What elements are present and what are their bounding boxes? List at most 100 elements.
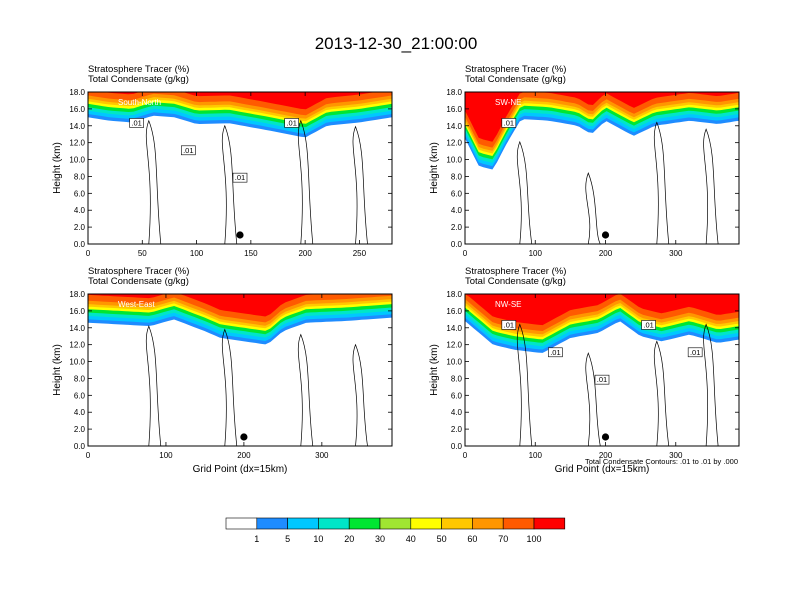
tracer-field [465,92,739,244]
contour-note: Total Condensate Contours: .01 to .01 by… [585,457,738,466]
contour-label: .01 [504,118,514,127]
y-tick-label: 12.0 [69,139,85,148]
colorbar-swatch [225,517,258,530]
panel-name: South-North [118,98,161,107]
panel-south-north: Stratosphere Tracer (%)Total Condensate … [52,64,393,258]
tracer-field [88,92,392,244]
panel-sw-ne: Stratosphere Tracer (%)Total Condensate … [429,64,740,258]
condensate-contour [352,343,368,446]
contour-label: .01 [597,375,607,384]
colorbar-label: 60 [467,534,477,544]
y-tick-label: 12.0 [69,341,85,350]
colorbar-label: 70 [498,534,508,544]
y-tick-label: 16.0 [69,105,85,114]
panel-header-line: Stratosphere Tracer (%) [88,266,189,277]
panel-name: SW-NE [495,98,522,107]
y-tick-label: 0.0 [74,442,86,451]
contour-label-box [232,172,248,183]
condensate-contours [516,323,719,446]
tracer-layer-100 [88,92,392,110]
y-tick-label: 2.0 [451,425,463,434]
colorbar-swatch [379,517,412,530]
condensate-contour [145,325,162,446]
condensate-contour [703,323,719,446]
panel-header-line: Stratosphere Tracer (%) [465,64,566,75]
x-tick-label: 0 [463,249,468,258]
panel-header-line: Stratosphere Tracer (%) [465,266,566,277]
contour-label-box [501,320,517,330]
y-tick-label: 4.0 [451,408,463,417]
y-tick-label: 6.0 [451,189,463,198]
contour-label: .01 [131,118,141,127]
x-axis-label: Grid Point (dx=15km) [555,464,650,475]
y-tick-label: 0.0 [451,442,463,451]
y-tick-label: 18.0 [446,88,462,97]
y-tick-label: 14.0 [446,324,462,333]
panel-header-line: Total Condensate (g/kg) [465,74,566,85]
y-tick-label: 18.0 [446,290,462,299]
y-axis-label: Height (km) [52,344,63,396]
colorbar-swatch [410,517,442,530]
contour-label: .01 [286,118,296,127]
y-tick-label: 2.0 [74,223,86,232]
plot-frame [464,91,740,245]
x-tick-label: 100 [529,249,543,258]
plot-frame [87,91,393,245]
x-tick-label: 300 [669,451,683,460]
plot-frame [464,293,740,447]
x-tick-label: 300 [315,451,329,460]
x-tick-label: 250 [353,249,367,258]
y-tick-label: 4.0 [74,206,86,215]
y-tick-label: 10.0 [69,358,85,367]
y-tick-label: 10.0 [446,358,462,367]
contour-label: .01 [550,348,560,357]
colorbar-label: 30 [375,534,385,544]
colorbar-swatch [256,517,288,530]
location-marker [601,433,610,441]
tracer-field [465,294,739,446]
condensate-contour [585,172,601,244]
y-tick-label: 8.0 [74,374,86,383]
panel-header-line: Total Condensate (g/kg) [465,276,566,287]
condensate-contours [145,119,368,244]
y-tick-label: 10.0 [446,156,462,165]
contour-label-box [501,118,517,128]
colorbar: 1 5 10 20 30 40 50 60 70 100 [225,517,566,544]
condensate-contour [653,121,670,244]
y-tick-label: 6.0 [451,391,463,400]
panel-west-east: Stratosphere Tracer (%)Total Condensate … [52,266,393,475]
tracer-layer-100 [88,294,392,317]
y-tick-label: 16.0 [446,307,462,316]
y-tick-label: 14.0 [69,324,85,333]
condensate-contour [221,124,238,244]
x-tick-label: 100 [529,451,543,460]
y-tick-label: 2.0 [74,425,86,434]
y-axis-label: Height (km) [52,142,63,194]
y-tick-label: 4.0 [451,206,463,215]
y-axis-label: Height (km) [429,142,440,194]
colorbar-swatch [441,517,473,530]
contour-label-box [284,118,299,128]
y-tick-label: 18.0 [69,88,85,97]
condensate-contours [145,325,368,446]
y-tick-label: 12.0 [446,139,462,148]
condensate-contour [221,328,238,446]
y-tick-label: 0.0 [451,240,463,249]
condensate-contour [352,125,368,244]
tracer-layer-50 [465,92,739,154]
y-axis-label: Height (km) [429,344,440,396]
y-tick-label: 18.0 [69,290,85,299]
colorbar-label: 100 [526,534,541,544]
condensate-contour [516,323,533,446]
figure-title: 2013-12-30_21:00:00 [315,34,478,53]
location-marker [601,231,610,239]
colorbar-label: 10 [313,534,323,544]
colorbar-swatch [472,517,504,530]
x-tick-label: 200 [599,249,613,258]
y-tick-label: 12.0 [446,341,462,350]
colorbar-label: 1 [254,534,259,544]
colorbar-label: 40 [406,534,416,544]
colorbar-swatch [318,517,350,530]
colorbar-label: 5 [285,534,290,544]
y-tick-label: 14.0 [446,122,462,131]
